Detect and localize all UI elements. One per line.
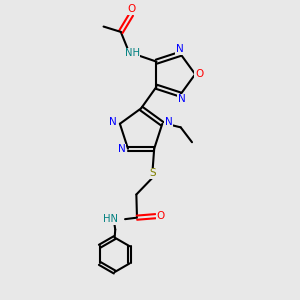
Text: N: N (118, 144, 125, 154)
Text: N: N (110, 117, 117, 127)
Text: N: N (176, 44, 184, 54)
Text: N: N (178, 94, 186, 104)
Text: N: N (165, 117, 173, 127)
Text: O: O (128, 4, 136, 14)
Text: O: O (195, 69, 203, 79)
Text: O: O (157, 211, 165, 221)
Text: NH: NH (124, 48, 140, 58)
Text: HN: HN (103, 214, 118, 224)
Text: S: S (149, 168, 156, 178)
